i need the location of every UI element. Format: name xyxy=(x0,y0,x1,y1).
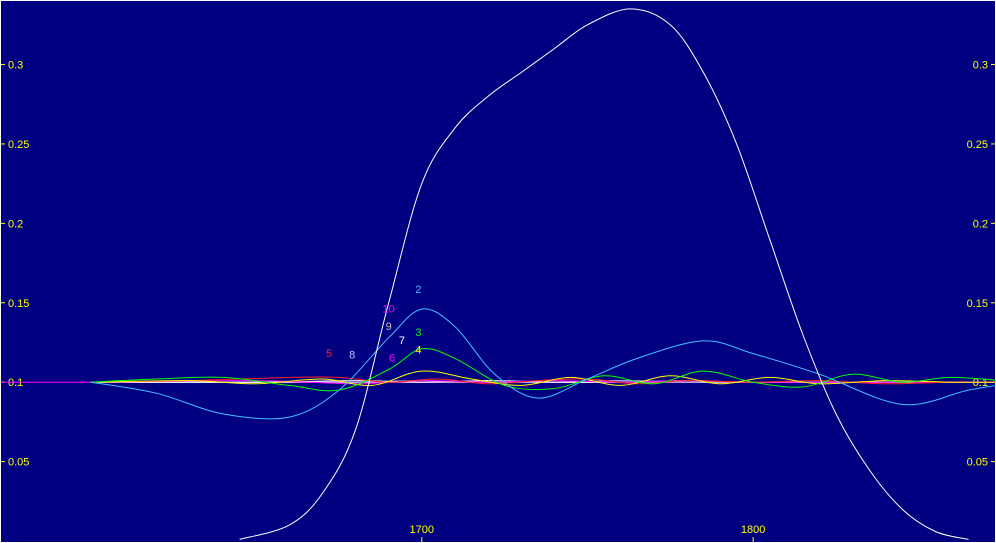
series-line-5 xyxy=(90,376,996,385)
series-label-7: 7 xyxy=(399,335,405,347)
series-line-3 xyxy=(90,347,996,392)
y-tick-label-left: 0.15 xyxy=(8,298,29,310)
y-tick-label-right: 0.25 xyxy=(967,139,988,151)
series-label-6: 6 xyxy=(389,353,395,365)
y-tick-label-right: 0.05 xyxy=(967,457,988,469)
series-label-10: 10 xyxy=(383,303,395,315)
y-tick-label-right: 0.3 xyxy=(973,60,988,72)
series-label-9: 9 xyxy=(386,321,392,333)
series-label-4: 4 xyxy=(415,345,421,357)
series-label-3: 3 xyxy=(415,327,421,339)
y-tick-label-left: 0.1 xyxy=(8,377,23,389)
y-tick-label-left: 0.25 xyxy=(8,139,29,151)
series-label-2: 2 xyxy=(415,284,421,296)
y-tick-label-left: 0.3 xyxy=(8,60,23,72)
y-tick-label-left: 0.05 xyxy=(8,457,29,469)
y-tick-label-right: 0.2 xyxy=(973,218,988,230)
y-tick-label-right: 0.15 xyxy=(967,298,988,310)
series-label-5: 5 xyxy=(326,348,332,360)
series-line-1 xyxy=(239,8,969,540)
series-line-2 xyxy=(90,308,996,420)
series-label-8: 8 xyxy=(349,349,355,361)
y-tick-label-right: 0.1 xyxy=(973,377,988,389)
y-tick-label-left: 0.2 xyxy=(8,218,23,230)
x-tick-label: 1700 xyxy=(410,524,434,536)
series-line-4 xyxy=(90,370,996,387)
x-tick-label: 1800 xyxy=(741,524,765,536)
